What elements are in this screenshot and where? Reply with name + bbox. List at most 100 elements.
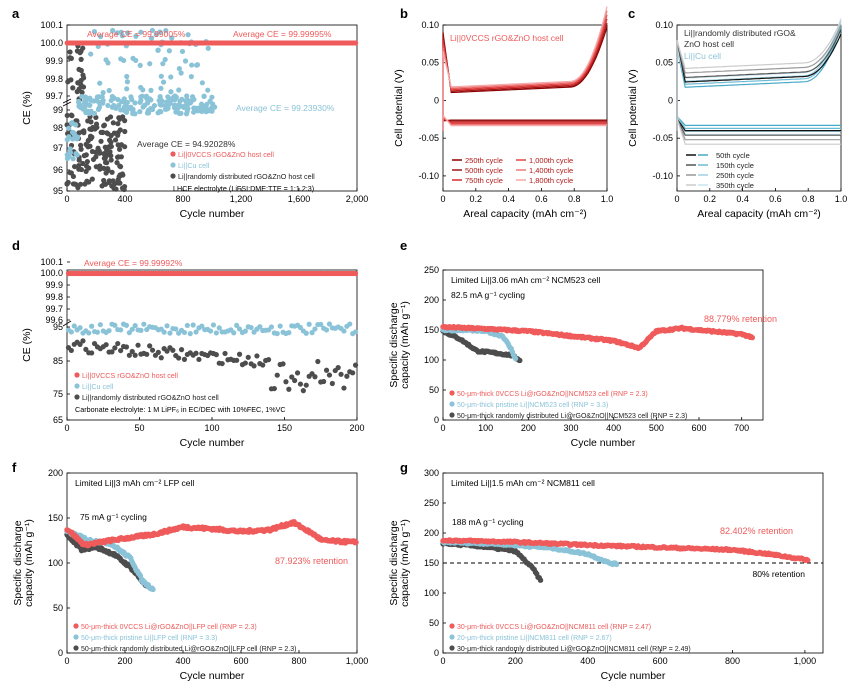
data-point — [181, 356, 188, 362]
data-point — [82, 181, 88, 187]
y-tick-label: 95 — [53, 186, 63, 196]
y-tick-label: 75 — [53, 389, 63, 399]
retention-label: 82.402% retention — [720, 526, 793, 536]
data-point — [174, 108, 180, 115]
data-point — [251, 363, 257, 369]
annotation: Average CE = 99.23930% — [236, 103, 335, 113]
legend-marker — [449, 645, 455, 651]
data-point — [66, 125, 72, 131]
y-tick-label: 0 — [434, 648, 439, 658]
data-point — [112, 322, 118, 328]
legend-marker — [449, 634, 455, 640]
data-point — [138, 94, 144, 100]
data-point — [169, 35, 175, 41]
axis-break — [62, 320, 72, 327]
data-point — [315, 358, 321, 365]
data-point — [297, 381, 304, 387]
y-tick-label: 50 — [429, 618, 439, 628]
y-tick-label: -0.05 — [652, 133, 673, 143]
x-tick-label: 0 — [64, 194, 69, 204]
data-point — [179, 48, 186, 55]
data-point — [190, 322, 196, 328]
y-axis-label: Cell potential (V) — [393, 69, 405, 147]
data-point — [245, 354, 251, 360]
plot-frame — [676, 24, 842, 192]
legend-label: 50-μm-thick pristine Li||LFP cell (RNP =… — [81, 635, 217, 642]
data-point — [158, 85, 164, 91]
legend-label: 250th cycle — [465, 156, 503, 165]
data-point — [341, 385, 347, 391]
panel-title: Li||randomly distributed rGO& — [684, 28, 796, 38]
data-point — [187, 331, 193, 337]
legend-label: 500th cycle — [465, 166, 503, 175]
data-point — [160, 79, 167, 85]
legend-label: 50-μm-thick randomly distributed Li@rGO&… — [457, 413, 687, 420]
profile-discharge — [442, 116, 607, 125]
data-point — [84, 163, 90, 169]
data-point — [124, 79, 131, 85]
data-point — [93, 114, 99, 121]
data-point — [115, 340, 121, 347]
y-axis-label: capacity (mAh g⁻¹) — [23, 519, 35, 607]
profile-charge — [442, 6, 608, 88]
data-point — [159, 98, 165, 104]
x-tick-label: 0.2 — [704, 194, 717, 204]
data-point — [182, 58, 189, 64]
panel-title: Limited Li||1.5 mAh cm⁻² NCM811 cell — [451, 478, 595, 488]
data-point — [350, 370, 356, 376]
x-axis-label: Areal capacity (mAh cm⁻²) — [697, 208, 820, 220]
data-point — [155, 349, 161, 355]
data-point — [112, 181, 118, 187]
data-point — [98, 138, 104, 144]
data-point — [93, 121, 100, 127]
x-axis-label: Areal capacity (mAh cm⁻²) — [463, 208, 586, 220]
x-tick-label: 800 — [291, 656, 306, 666]
data-point — [303, 382, 309, 388]
profile-discharge — [676, 115, 841, 126]
data-point — [306, 321, 312, 327]
data-point — [80, 160, 86, 167]
data-point — [199, 323, 205, 329]
data-point — [194, 62, 201, 68]
data-point — [76, 163, 82, 169]
y-tick-label: 99.7 — [45, 91, 63, 101]
plot-frame — [442, 269, 764, 421]
profile-discharge — [442, 115, 607, 126]
y-tick-label: 99.9 — [45, 280, 63, 290]
data-point — [189, 62, 195, 68]
x-tick-label: 400 — [580, 656, 595, 666]
data-point — [132, 100, 138, 106]
data-point — [248, 324, 254, 331]
legend-label: 750th cycle — [465, 176, 503, 185]
data-point — [70, 85, 76, 91]
profile-discharge — [676, 115, 841, 129]
data-point — [83, 97, 89, 103]
data-point — [144, 95, 150, 101]
panel-title: Li||Cu cell — [684, 51, 721, 61]
data-point — [130, 110, 136, 117]
data-point — [83, 346, 89, 352]
axis-break — [62, 101, 72, 107]
data-point — [150, 586, 156, 593]
profile-discharge — [442, 118, 607, 123]
data-point — [135, 342, 141, 348]
data-point — [353, 539, 359, 545]
x-tick-label: 0.4 — [736, 194, 749, 204]
data-point — [158, 355, 164, 361]
data-point — [123, 322, 130, 328]
data-point — [219, 360, 225, 367]
data-point — [89, 176, 95, 182]
plot-frame — [66, 24, 358, 192]
y-tick-label: -0.05 — [418, 133, 439, 143]
x-axis-label: Cycle number — [601, 670, 666, 681]
data-point — [209, 94, 215, 100]
data-point — [210, 322, 217, 328]
data-point — [116, 174, 122, 180]
data-point — [137, 99, 143, 105]
note: Carbonate electrolyte: 1 M LiPF₆ in EC/D… — [75, 405, 286, 414]
x-tick-label: 0 — [440, 194, 445, 204]
data-point — [182, 98, 189, 104]
data-point — [79, 89, 85, 96]
data-point — [78, 48, 84, 54]
data-point — [126, 352, 132, 358]
